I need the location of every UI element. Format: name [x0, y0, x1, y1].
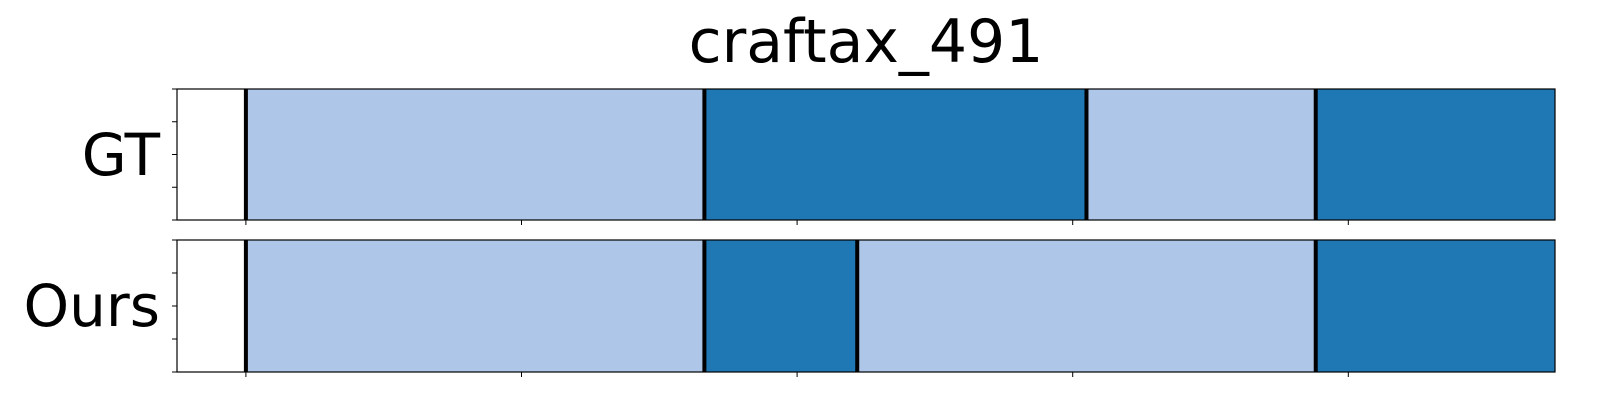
segment-gt-0: [245, 89, 705, 220]
chart-title: craftax_491: [688, 7, 1044, 77]
segment-ours-2: [857, 240, 1316, 372]
row-label-gt: GT: [81, 121, 160, 189]
segment-ours-1: [704, 240, 858, 372]
segment-gt-2: [1086, 89, 1316, 220]
row-label-ours: Ours: [23, 272, 160, 340]
segment-gt-3: [1315, 89, 1555, 220]
segment-gt-1: [704, 89, 1087, 220]
segment-ours-0: [245, 240, 705, 372]
segment-ours-3: [1315, 240, 1555, 372]
